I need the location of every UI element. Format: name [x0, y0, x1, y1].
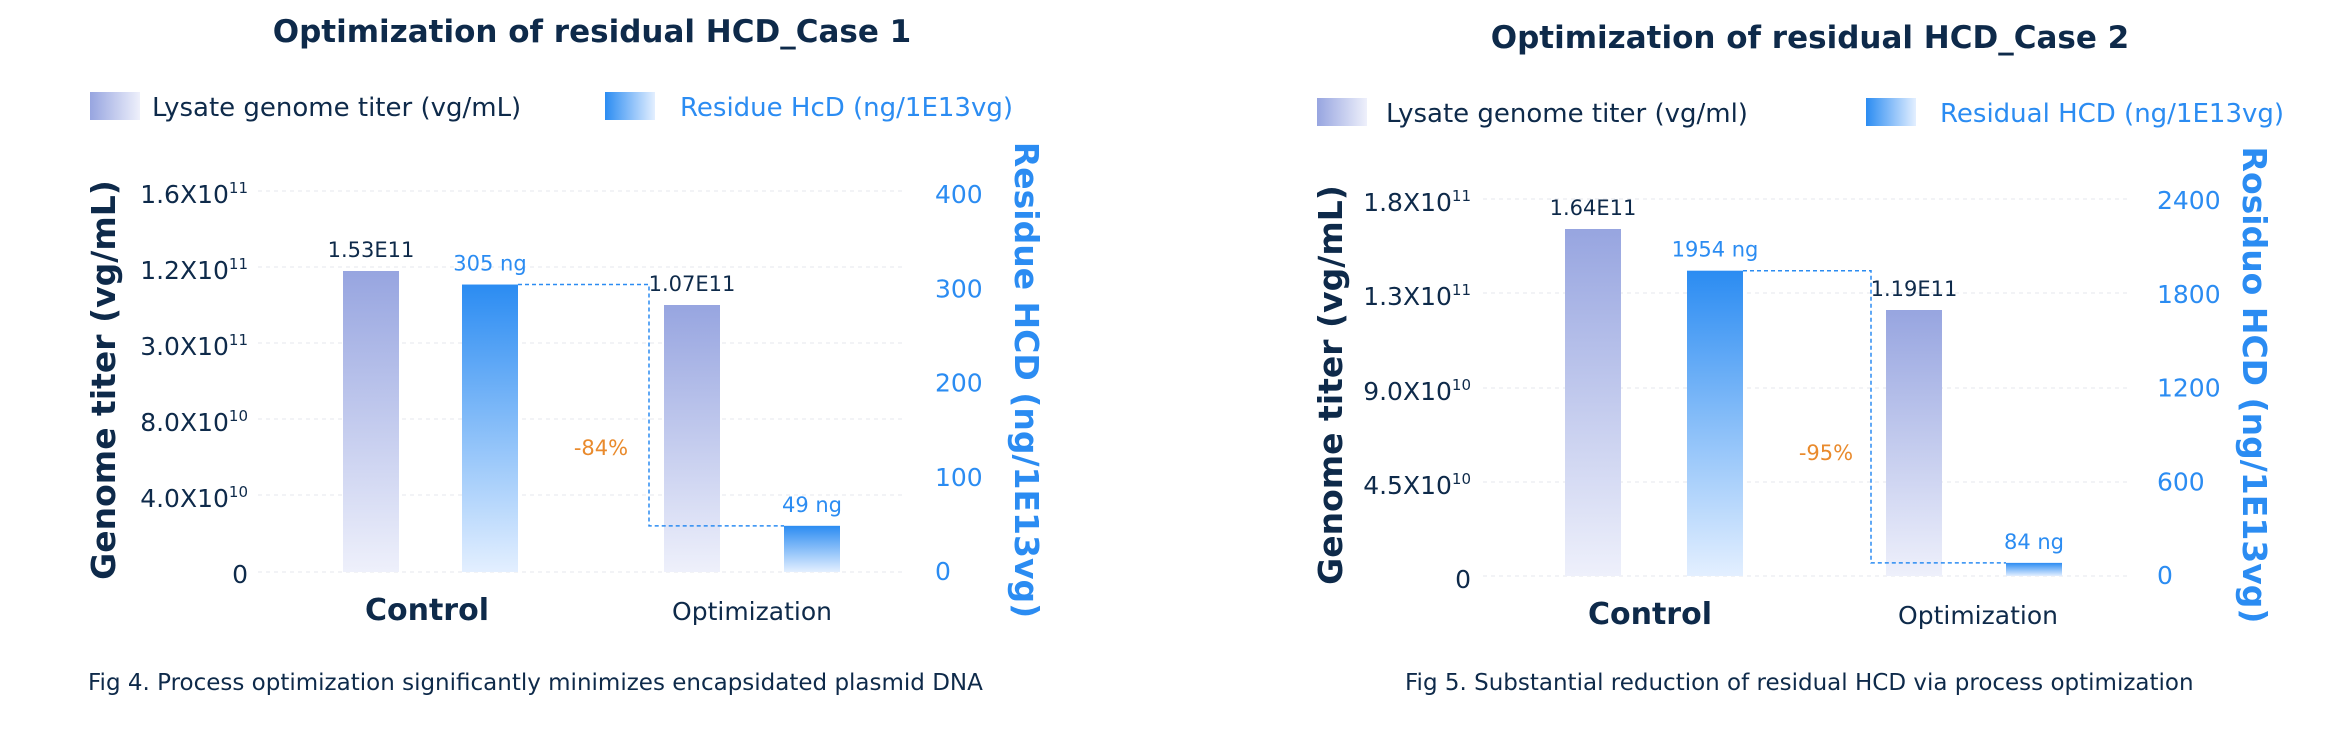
- legend-label-hcd: Residue HcD (ng/1E13vg): [680, 93, 1013, 123]
- hcd-bar: [462, 284, 518, 572]
- right-tick-label: 1200: [2157, 374, 2221, 403]
- right-tick-label: 1800: [2157, 280, 2221, 309]
- right-tick-label: 200: [935, 369, 983, 398]
- category-label-control: Control: [365, 593, 489, 628]
- titer-bar: [664, 305, 720, 572]
- legend-label-titer: Lysate genome titer (vg/ml): [1386, 99, 1748, 129]
- left-tick-label: 1.2X1011: [140, 255, 248, 285]
- hcd-data-label: 305 ng: [453, 252, 526, 276]
- titer-data-label: 1.64E11: [1550, 196, 1637, 220]
- category-label-optimization: Optimization: [1898, 601, 2058, 630]
- right-tick-label: 300: [935, 274, 983, 303]
- legend-swatch-hcd: [605, 92, 655, 120]
- reduction-percent-label: -95%: [1799, 441, 1853, 465]
- reduction-percent-label: -84%: [574, 436, 628, 460]
- y-axis-title-left: Genome titer (vg/mL): [1311, 185, 1350, 585]
- hcd-bar: [784, 525, 840, 572]
- figure-caption: Fig 5. Substantial reduction of residual…: [1405, 670, 2194, 696]
- hcd-bar: [1687, 270, 1743, 576]
- chart-panel-1: Optimization of residual HCD_Case 1 Lysat…: [84, 14, 1046, 696]
- left-tick-label: 0: [232, 560, 248, 589]
- category-label-optimization: Optimization: [672, 597, 832, 626]
- right-tick-label: 600: [2157, 467, 2205, 496]
- left-tick-label: 4.0X1010: [140, 483, 248, 513]
- legend-swatch-titer: [90, 92, 140, 120]
- right-tick-label: 2400: [2157, 186, 2221, 215]
- left-tick-label: 1.8X1011: [1363, 187, 1471, 217]
- legend-label-titer: Lysate genome titer (vg/mL): [152, 93, 521, 123]
- left-tick-label: 1.6X1011: [140, 179, 248, 209]
- y-axis-title-right: Residue HCD (ng/1E13vg): [1007, 142, 1046, 618]
- left-tick-label: 1.3X1011: [1363, 281, 1471, 311]
- hcd-data-label: 84 ng: [2004, 530, 2064, 554]
- reduction-connector: [518, 283, 784, 527]
- titer-bar: [343, 271, 399, 572]
- titer-data-label: 1.19E11: [1871, 277, 1958, 301]
- titer-data-label: 1.07E11: [649, 272, 736, 296]
- titer-bar: [1886, 310, 1942, 576]
- left-tick-label: 3.0X1011: [140, 331, 248, 361]
- titer-data-label: 1.53E11: [328, 238, 415, 262]
- left-tick-label: 0: [1455, 565, 1471, 594]
- right-tick-label: 0: [935, 557, 951, 586]
- left-tick-label: 8.0X1010: [140, 407, 248, 437]
- hcd-bar: [2006, 562, 2062, 576]
- figure-caption: Fig 4. Process optimization significantl…: [88, 670, 983, 696]
- chart-title: Optimization of residual HCD_Case 2: [1491, 20, 2129, 56]
- right-tick-label: 0: [2157, 561, 2173, 590]
- legend-label-hcd: Residual HCD (ng/1E13vg): [1940, 99, 2284, 129]
- right-tick-label: 100: [935, 463, 983, 492]
- hcd-data-label: 1954 ng: [1672, 238, 1759, 262]
- right-tick-label: 400: [935, 180, 983, 209]
- category-label-control: Control: [1588, 597, 1712, 632]
- y-axis-title-left: Genome titer (vg/mL): [84, 180, 123, 580]
- legend-swatch-titer: [1317, 98, 1367, 126]
- left-tick-label: 9.0X1010: [1363, 376, 1471, 406]
- chart-title: Optimization of residual HCD_Case 1: [273, 14, 911, 50]
- y-axis-title-right: Rosiduo HCD (ng/1E13vg): [2235, 147, 2274, 624]
- hcd-data-label: 49 ng: [782, 493, 842, 517]
- legend-swatch-hcd: [1866, 98, 1916, 126]
- titer-bar: [1565, 229, 1621, 576]
- reduction-connector: [1743, 269, 2006, 564]
- left-tick-label: 4.5X1010: [1363, 470, 1471, 500]
- chart-panel-2: Optimization of residual HCD_Case 2 Lysat…: [1311, 20, 2284, 696]
